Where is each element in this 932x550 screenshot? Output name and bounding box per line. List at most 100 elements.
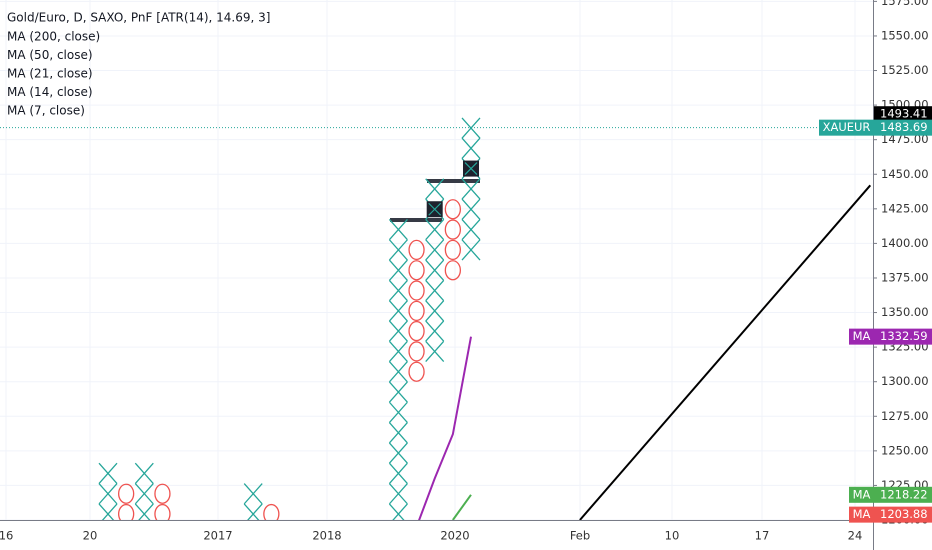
x-box (388, 483, 408, 505)
grid (0, 0, 873, 521)
x-stroke (388, 259, 408, 281)
y-tick-label: 1575.00 (881, 0, 929, 8)
x-tick-label: 10 (665, 529, 680, 543)
badge-value: 1483.69 (880, 120, 928, 134)
x-stroke (98, 462, 118, 484)
x-stroke (98, 483, 118, 505)
badge-name-box (849, 328, 874, 345)
x-box (425, 178, 445, 200)
x-stroke (425, 279, 445, 302)
chart-title: Gold/Euro, D, SAXO, PnF [ATR(14), 14.69,… (7, 11, 270, 25)
x-stroke (461, 178, 481, 200)
x-box (388, 279, 408, 302)
x-box (425, 239, 445, 261)
x-stroke (134, 462, 154, 484)
x-box (461, 218, 481, 241)
plot-area (98, 117, 872, 520)
x-stroke (425, 300, 445, 322)
x-stroke (392, 503, 408, 520)
x-box (98, 483, 118, 505)
x-box (425, 218, 445, 241)
y-tick-label: 1425.00 (881, 201, 929, 215)
x-stroke (388, 381, 408, 403)
y-tick-label: 1525.00 (881, 63, 929, 77)
o-box (408, 239, 425, 261)
x-stroke (461, 218, 481, 241)
x-stroke (138, 503, 154, 520)
x-stroke (425, 340, 445, 362)
time-axis (0, 520, 873, 550)
o-box (444, 199, 462, 220)
x-box (243, 483, 263, 505)
x-tick-label: 16 (0, 529, 13, 543)
x-stroke (425, 320, 445, 342)
x-stroke (461, 239, 481, 261)
x-stroke (461, 137, 481, 159)
x-box (134, 483, 154, 505)
x-stroke (388, 320, 408, 342)
last-price-label: 1493.41 (880, 107, 928, 121)
x-box (461, 239, 481, 261)
x-box (388, 462, 408, 484)
price-axis (873, 0, 932, 550)
legend-entry: MA (14, close) (7, 85, 93, 99)
o-box (408, 260, 425, 281)
x-box (425, 259, 445, 281)
legend-entry: MA (50, close) (7, 48, 93, 62)
o-box (408, 280, 425, 301)
x-stroke (388, 361, 408, 383)
x-tick-label: 20 (83, 529, 98, 543)
y-tick-label: 1350.00 (881, 305, 929, 319)
x-box (461, 178, 481, 200)
x-box (425, 300, 445, 322)
o-box (118, 503, 135, 520)
badge-value-box (874, 119, 932, 136)
y-tick-label: 1450.00 (881, 167, 929, 181)
o-box (408, 341, 425, 362)
legend-entry: MA (21, close) (7, 67, 93, 81)
x-box (388, 442, 408, 464)
y-tick-label: 1250.00 (881, 443, 929, 457)
x-box (388, 218, 408, 241)
o-box (444, 219, 462, 240)
x-box (388, 381, 408, 403)
o-box (154, 483, 171, 504)
badge-value: 1332.59 (880, 329, 928, 343)
o-box (444, 260, 462, 281)
x-box (425, 340, 445, 362)
badge-value: 1218.22 (880, 487, 928, 501)
x-box (388, 422, 408, 444)
x-box (388, 503, 408, 520)
x-tick-label: 24 (848, 529, 863, 543)
ma-line (418, 336, 472, 520)
x-stroke (134, 483, 154, 505)
signal-marker (426, 201, 443, 218)
x-box (134, 462, 154, 484)
x-box (98, 462, 118, 484)
ma-line (579, 184, 872, 520)
x-tick-label: 17 (755, 529, 770, 543)
x-stroke (101, 503, 118, 520)
badge-name: MA (853, 329, 871, 343)
x-box (388, 320, 408, 342)
x-stroke (461, 198, 481, 220)
x-stroke (388, 462, 408, 484)
x-stroke (388, 218, 408, 241)
x-stroke (243, 483, 263, 505)
x-stroke (425, 218, 445, 241)
ma-line (452, 494, 472, 520)
marker-x (428, 202, 442, 216)
badge-value-box (874, 328, 932, 345)
x-box (461, 137, 481, 159)
x-stroke (425, 178, 445, 200)
last-price-badge (874, 106, 932, 123)
x-box (425, 320, 445, 342)
x-box (388, 239, 408, 261)
x-stroke (388, 279, 408, 302)
o-box (408, 300, 425, 322)
legend-entry: MA (200, close) (7, 30, 100, 44)
badge-value-box (874, 486, 932, 503)
x-stroke (425, 259, 445, 281)
